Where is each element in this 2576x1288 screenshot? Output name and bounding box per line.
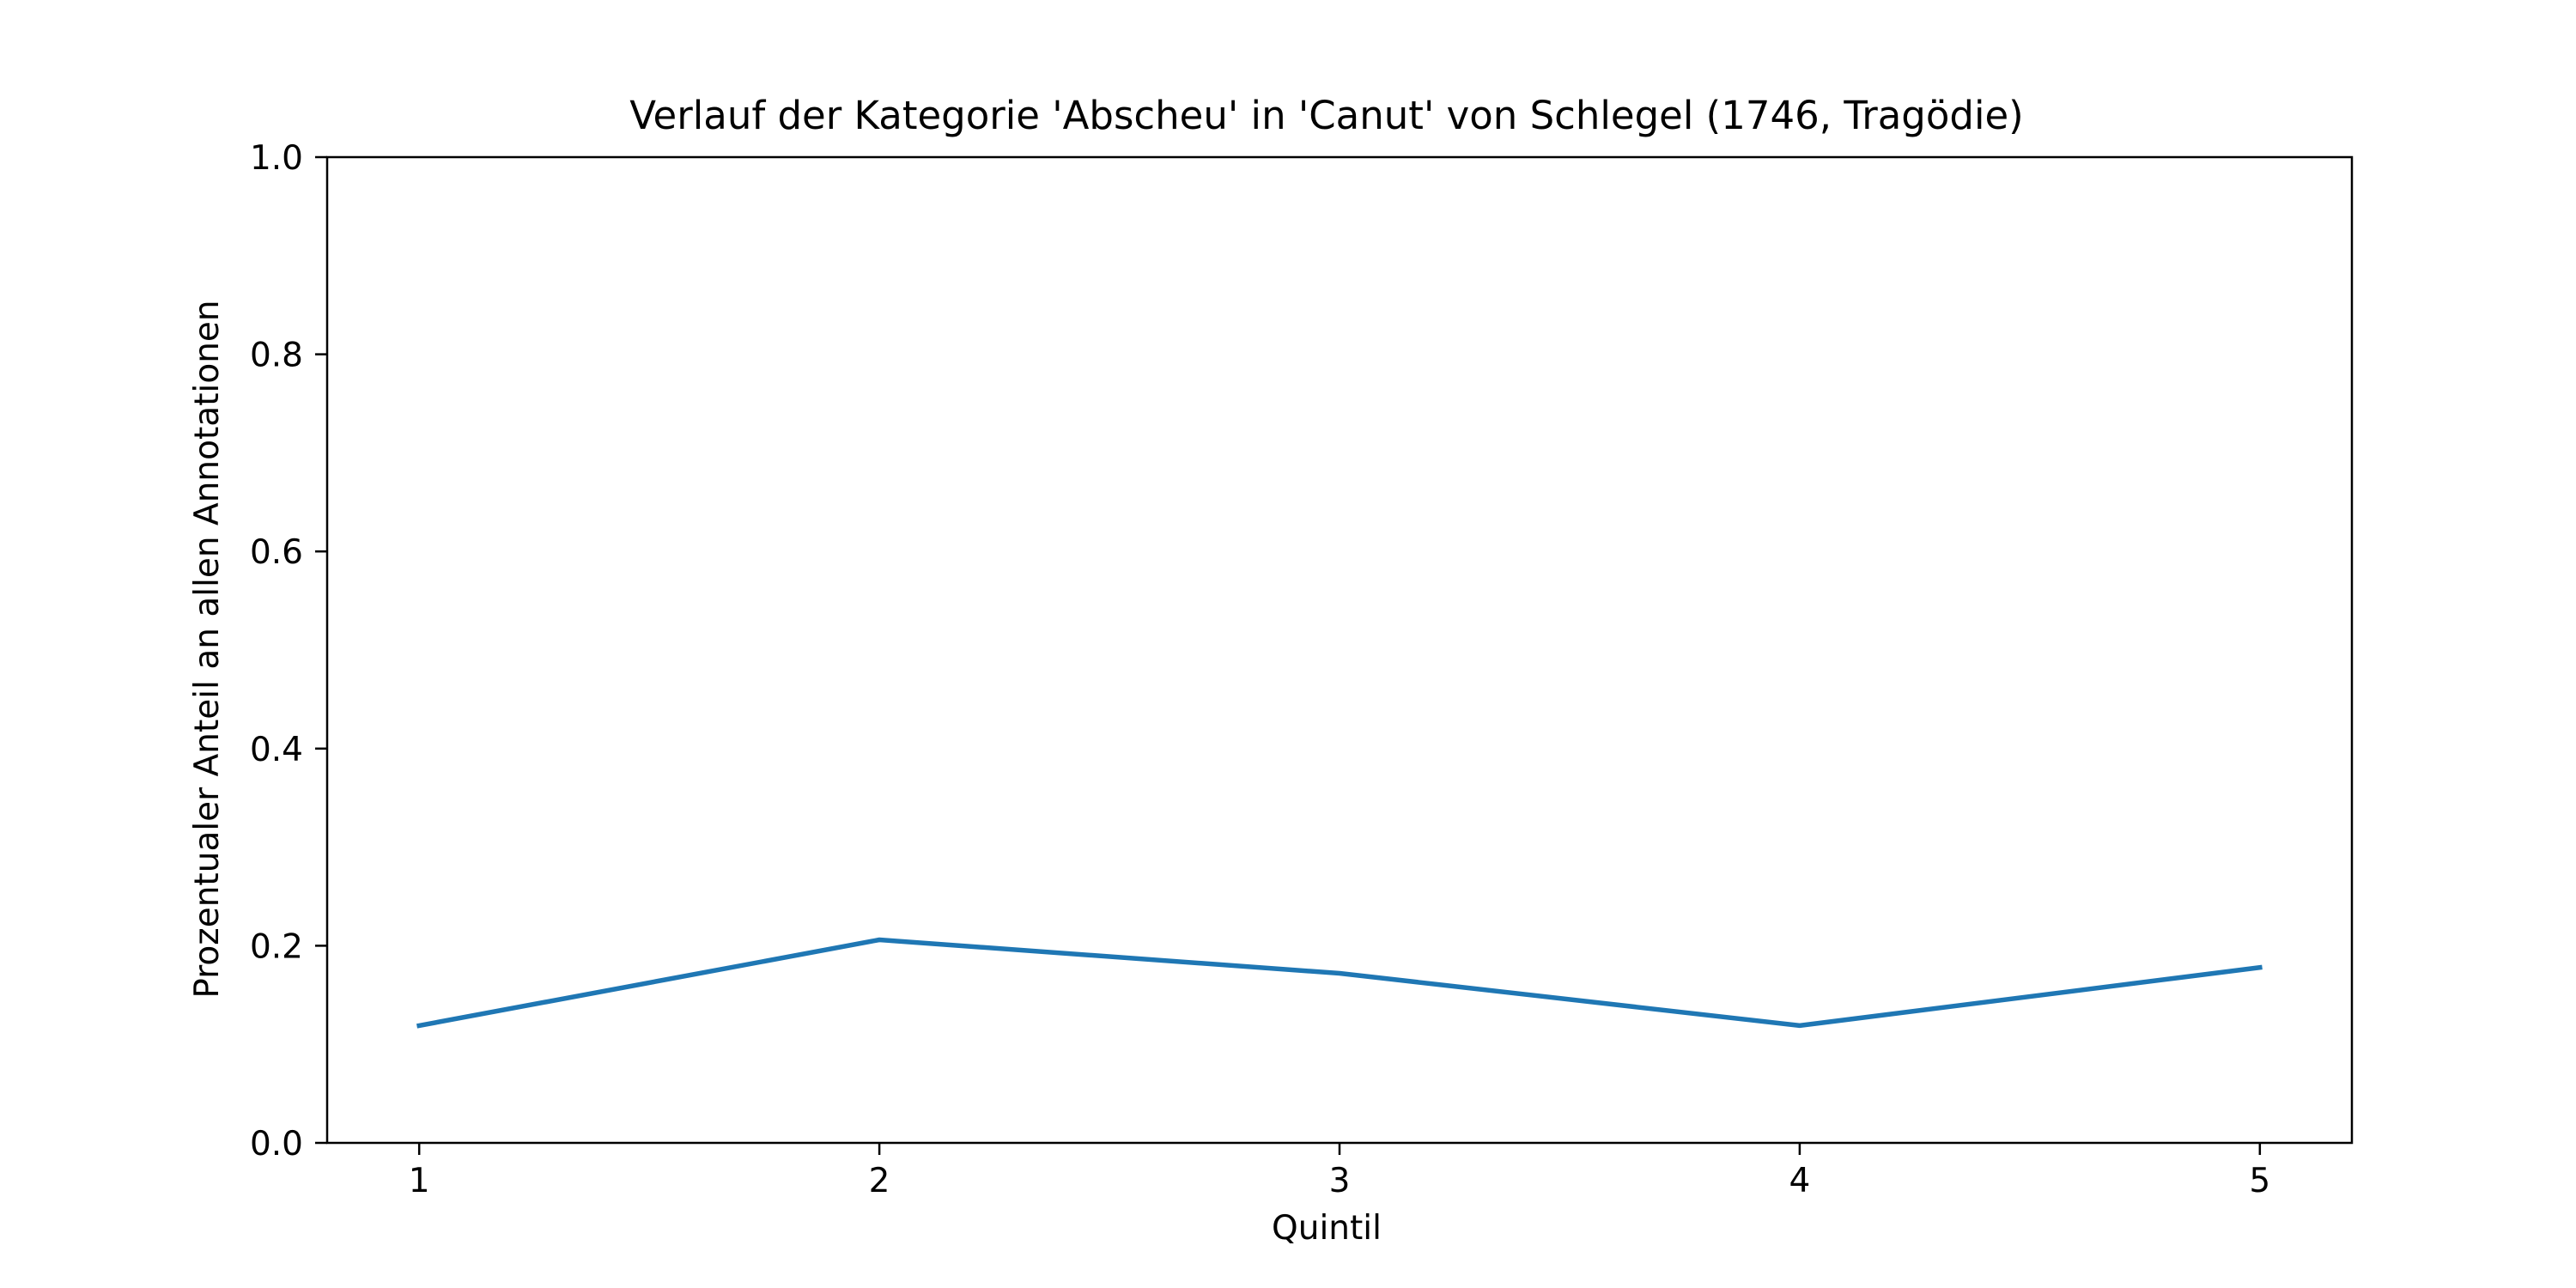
y-tick-label: 1.0 [250, 139, 303, 178]
x-axis-label: Quintil [1272, 1209, 1382, 1248]
series-line-1 [416, 937, 2263, 1029]
y-tick-label: 0.0 [250, 1125, 303, 1163]
y-tick-label: 0.4 [250, 731, 303, 769]
x-tick-label: 4 [1789, 1162, 1810, 1200]
x-tick-label: 3 [1329, 1162, 1351, 1200]
y-tick-label: 0.6 [250, 533, 303, 572]
x-tick-label: 2 [869, 1162, 890, 1200]
x-tick-label: 1 [409, 1162, 430, 1200]
x-tick-label: 5 [2249, 1162, 2270, 1200]
y-axis-label: Prozentualer Anteil an allen Annotatione… [188, 300, 227, 998]
chart-title: Verlauf der Kategorie 'Abscheu' in 'Canu… [629, 93, 2023, 138]
y-tick-label: 0.8 [250, 337, 303, 375]
y-tick-label: 0.2 [250, 927, 303, 966]
plot-area: 1 2 3 4 5 0.0 0.2 0.4 0.6 0.8 1.0 [250, 139, 2354, 1200]
